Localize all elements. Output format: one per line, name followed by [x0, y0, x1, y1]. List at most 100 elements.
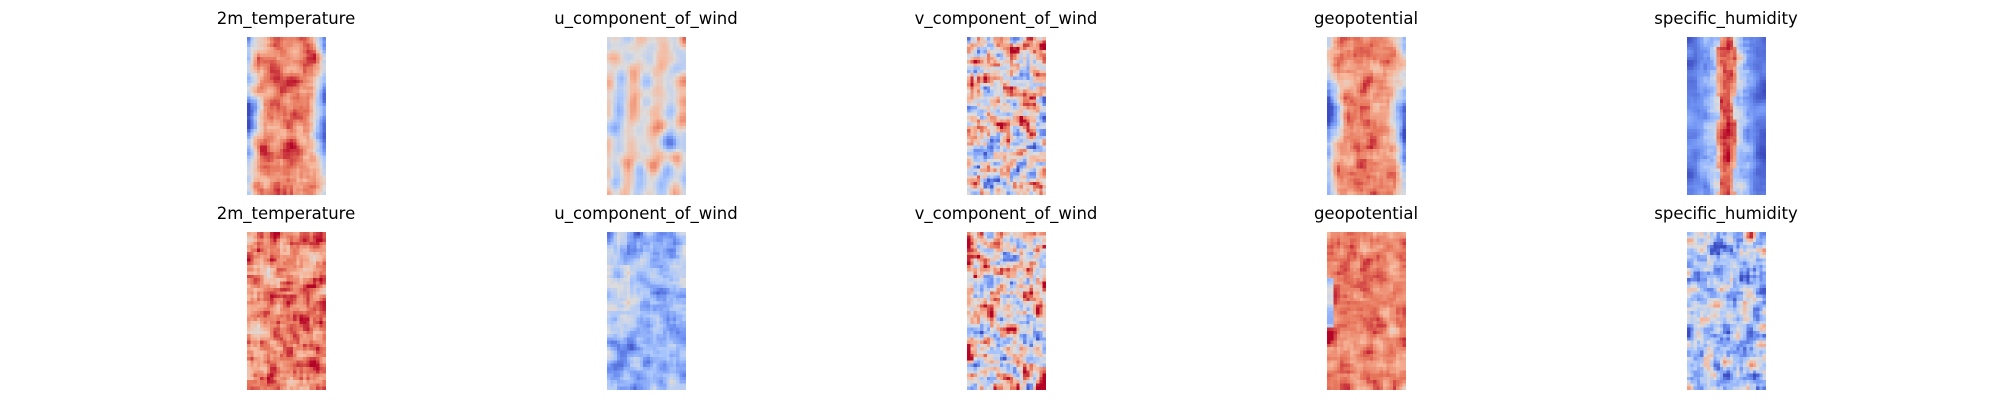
- heatmap-cell: [1762, 46, 1766, 51]
- heatmap-cell: [616, 155, 621, 160]
- heatmap-cell: [967, 139, 971, 143]
- heatmap-cell: [983, 132, 988, 137]
- heatmap-cell: [1696, 43, 1701, 48]
- heatmap-cell: [662, 37, 667, 41]
- heatmap-cell: [610, 152, 615, 157]
- heatmap-cell: [1356, 46, 1361, 51]
- heatmap-cell: [256, 148, 261, 153]
- heatmap-cell: [973, 175, 978, 180]
- heatmap-cell: [1353, 129, 1358, 134]
- heatmap-cell: [659, 96, 664, 101]
- heatmap-cell: [1327, 191, 1331, 195]
- heatmap-cell: [630, 185, 634, 190]
- heatmap-cell: [1350, 135, 1354, 140]
- heatmap-cell: [1036, 155, 1041, 160]
- heatmap-cell: [993, 185, 998, 190]
- heatmap-cell: [256, 83, 261, 87]
- heatmap-cell: [1756, 43, 1761, 48]
- heatmap-cell: [679, 125, 684, 130]
- heatmap-cell: [1333, 106, 1338, 111]
- heatmap-cell: [682, 102, 686, 107]
- heatmap-cell: [682, 139, 686, 143]
- heatmap-cell: [270, 102, 274, 107]
- heatmap-cell: [620, 43, 625, 48]
- heatmap-cell: [1340, 37, 1345, 41]
- heatmap-cell: [289, 185, 294, 190]
- heatmap-cell: [1346, 106, 1351, 111]
- heatmap-cell: [247, 185, 251, 190]
- heatmap-cell: [1706, 76, 1711, 81]
- heatmap-cell: [1330, 109, 1335, 114]
- heatmap-cell: [1022, 37, 1027, 41]
- heatmap-cell: [302, 112, 307, 117]
- heatmap-cell: [1379, 129, 1384, 134]
- heatmap-cell: [986, 168, 991, 173]
- heatmap-cell: [1369, 148, 1374, 153]
- heatmap-panel: [247, 37, 326, 195]
- heatmap-cell: [1353, 53, 1358, 58]
- heatmap-cell: [1013, 116, 1017, 120]
- heatmap-cell: [299, 50, 304, 55]
- heatmap-cell: [1006, 139, 1011, 143]
- heatmap-cell: [980, 125, 985, 130]
- heatmap-cell: [1366, 175, 1371, 180]
- heatmap-cell: [250, 152, 255, 157]
- heatmap-cell: [970, 168, 975, 173]
- heatmap-cell: [256, 66, 261, 71]
- heatmap-cell: [682, 142, 686, 147]
- heatmap-cell: [1742, 63, 1747, 68]
- heatmap-cell: [1333, 148, 1338, 153]
- heatmap-cell: [986, 73, 991, 78]
- heatmap-cell: [669, 178, 674, 183]
- heatmap-cell: [967, 145, 971, 150]
- heatmap-cell: [999, 63, 1004, 68]
- heatmap-cell: [662, 148, 667, 153]
- heatmap-cell: [630, 63, 634, 68]
- heatmap-cell: [263, 129, 268, 134]
- heatmap-cell: [260, 145, 265, 150]
- heatmap-cell: [976, 162, 981, 166]
- heatmap-cell: [1389, 106, 1394, 111]
- heatmap-cell: [247, 40, 251, 45]
- heatmap-cell: [279, 102, 284, 107]
- heatmap-cell: [639, 191, 644, 195]
- heatmap-cell: [636, 142, 641, 147]
- heatmap-cell: [973, 109, 978, 114]
- heatmap-cell: [1343, 168, 1348, 173]
- heatmap-cell: [970, 102, 975, 107]
- heatmap-cell: [286, 79, 291, 84]
- heatmap-cell: [669, 66, 674, 71]
- heatmap-cell: [1396, 43, 1401, 48]
- heatmap-cell: [679, 162, 684, 166]
- heatmap-cell: [1029, 191, 1034, 195]
- heatmap-cell: [256, 125, 261, 130]
- heatmap-cell: [1343, 171, 1348, 176]
- heatmap-cell: [1389, 132, 1394, 137]
- heatmap-cell: [976, 50, 981, 55]
- heatmap-cell: [623, 99, 628, 104]
- heatmap-cell: [293, 43, 297, 48]
- heatmap-cell: [296, 69, 301, 74]
- heatmap-cell: [289, 76, 294, 81]
- heatmap-cell: [679, 112, 684, 117]
- heatmap-cell: [646, 181, 651, 186]
- heatmap-cell: [299, 171, 304, 176]
- heatmap-cell: [302, 129, 307, 134]
- heatmap-cell: [296, 158, 301, 163]
- heatmap-cell: [256, 135, 261, 140]
- heatmap-cell: [1369, 175, 1374, 180]
- heatmap-cell: [260, 139, 265, 143]
- heatmap-cell: [1379, 165, 1384, 170]
- heatmap-cell: [253, 142, 258, 147]
- heatmap-cell: [1026, 181, 1031, 186]
- heatmap-cell: [1369, 158, 1374, 163]
- heatmap-cell: [643, 92, 648, 97]
- heatmap-cell: [672, 125, 677, 130]
- heatmap-cell: [682, 56, 686, 61]
- heatmap-cell: [1039, 178, 1044, 183]
- heatmap-cell: [1340, 125, 1345, 130]
- heatmap-cell: [1373, 142, 1377, 147]
- heatmap-cell: [993, 40, 998, 45]
- heatmap-cell: [1756, 50, 1761, 55]
- heatmap-cell: [1327, 188, 1331, 193]
